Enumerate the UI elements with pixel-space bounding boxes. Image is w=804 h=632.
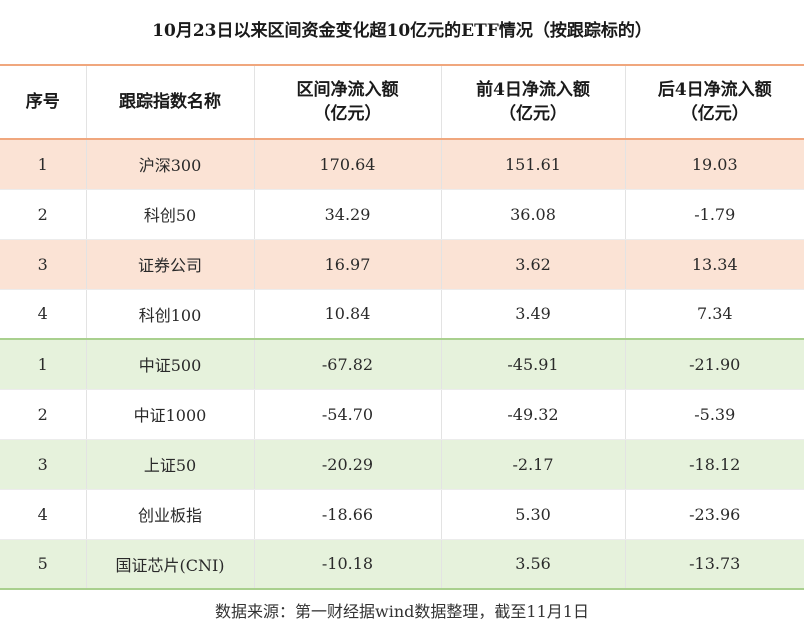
cell-last4: -1.79 <box>624 189 804 240</box>
etf-flow-table: 序号 跟踪指数名称 区间净流入额 （亿元） 前4日净流入额 （亿元） 后4日净流… <box>0 64 804 590</box>
cell-period: 170.64 <box>253 139 442 190</box>
table-row: 4 创业板指 -18.66 5.30 -23.96 <box>0 489 804 540</box>
cell-index-name: 中证500 <box>85 338 255 390</box>
table-row: 2 科创50 34.29 36.08 -1.79 <box>0 189 804 240</box>
table-title: 10月23日以来区间资金变化超10亿元的ETF情况（按跟踪标的） <box>152 21 652 41</box>
cell-index-name: 科创50 <box>85 189 255 240</box>
cell-period: 10.84 <box>253 289 442 340</box>
cell-last4: 7.34 <box>624 289 804 340</box>
col-header-seq: 序号 <box>0 65 87 139</box>
cell-seq: 3 <box>0 239 87 290</box>
cell-last4: -5.39 <box>624 389 804 440</box>
table-row: 1 中证500 -67.82 -45.91 -21.90 <box>0 338 804 390</box>
col-header-last4d-unit: （亿元） <box>680 104 749 124</box>
table-row: 3 上证50 -20.29 -2.17 -18.12 <box>0 439 804 490</box>
col-header-period-net-inflow: 区间净流入额 （亿元） <box>253 65 442 139</box>
cell-seq: 1 <box>0 139 87 190</box>
col-header-last4d-net-inflow: 后4日净流入额 （亿元） <box>624 65 804 139</box>
cell-period: -10.18 <box>253 539 442 590</box>
cell-first4: 3.56 <box>440 539 626 590</box>
cell-seq: 1 <box>0 338 87 390</box>
table-row: 4 科创100 10.84 3.49 7.34 <box>0 289 804 340</box>
col-header-period-label: 区间净流入额 <box>296 80 399 100</box>
cell-index-name: 证券公司 <box>85 239 255 290</box>
cell-first4: -49.32 <box>440 389 626 440</box>
data-source-note: 数据来源：第一财经据wind数据整理，截至11月1日 <box>215 602 589 621</box>
cell-first4: 3.49 <box>440 289 626 340</box>
cell-last4: 19.03 <box>624 139 804 190</box>
col-header-first4d-net-inflow: 前4日净流入额 （亿元） <box>440 65 626 139</box>
cell-period: 16.97 <box>253 239 442 290</box>
table-header-row: 序号 跟踪指数名称 区间净流入额 （亿元） 前4日净流入额 （亿元） 后4日净流… <box>0 65 804 139</box>
cell-first4: -2.17 <box>440 439 626 490</box>
cell-last4: 13.34 <box>624 239 804 290</box>
cell-seq: 4 <box>0 489 87 540</box>
cell-index-name: 国证芯片(CNI) <box>85 539 255 590</box>
cell-first4: 151.61 <box>440 139 626 190</box>
cell-seq: 3 <box>0 439 87 490</box>
table-row: 1 沪深300 170.64 151.61 19.03 <box>0 139 804 190</box>
col-header-period-unit: （亿元） <box>313 104 382 124</box>
table-row: 2 中证1000 -54.70 -49.32 -5.39 <box>0 389 804 440</box>
cell-last4: -13.73 <box>624 539 804 590</box>
cell-index-name: 中证1000 <box>85 389 255 440</box>
cell-period: -20.29 <box>253 439 442 490</box>
cell-seq: 2 <box>0 389 87 440</box>
cell-last4: -18.12 <box>624 439 804 490</box>
cell-seq: 4 <box>0 289 87 340</box>
cell-index-name: 上证50 <box>85 439 255 490</box>
cell-first4: 5.30 <box>440 489 626 540</box>
cell-period: 34.29 <box>253 189 442 240</box>
col-header-first4d-label: 前4日净流入额 <box>476 80 590 100</box>
cell-first4: 36.08 <box>440 189 626 240</box>
cell-first4: 3.62 <box>440 239 626 290</box>
table-row: 5 国证芯片(CNI) -10.18 3.56 -13.73 <box>0 539 804 590</box>
col-header-index-name: 跟踪指数名称 <box>85 65 255 139</box>
cell-period: -67.82 <box>253 338 442 390</box>
cell-seq: 2 <box>0 189 87 240</box>
cell-period: -54.70 <box>253 389 442 440</box>
cell-last4: -23.96 <box>624 489 804 540</box>
col-header-first4d-unit: （亿元） <box>499 104 567 124</box>
cell-first4: -45.91 <box>440 338 626 390</box>
cell-index-name: 科创100 <box>85 289 255 340</box>
cell-last4: -21.90 <box>624 338 804 390</box>
cell-index-name: 沪深300 <box>85 139 255 190</box>
cell-index-name: 创业板指 <box>85 489 255 540</box>
col-header-last4d-label: 后4日净流入额 <box>657 80 772 100</box>
cell-seq: 5 <box>0 539 87 590</box>
cell-period: -18.66 <box>253 489 442 540</box>
table-row: 3 证券公司 16.97 3.62 13.34 <box>0 239 804 290</box>
